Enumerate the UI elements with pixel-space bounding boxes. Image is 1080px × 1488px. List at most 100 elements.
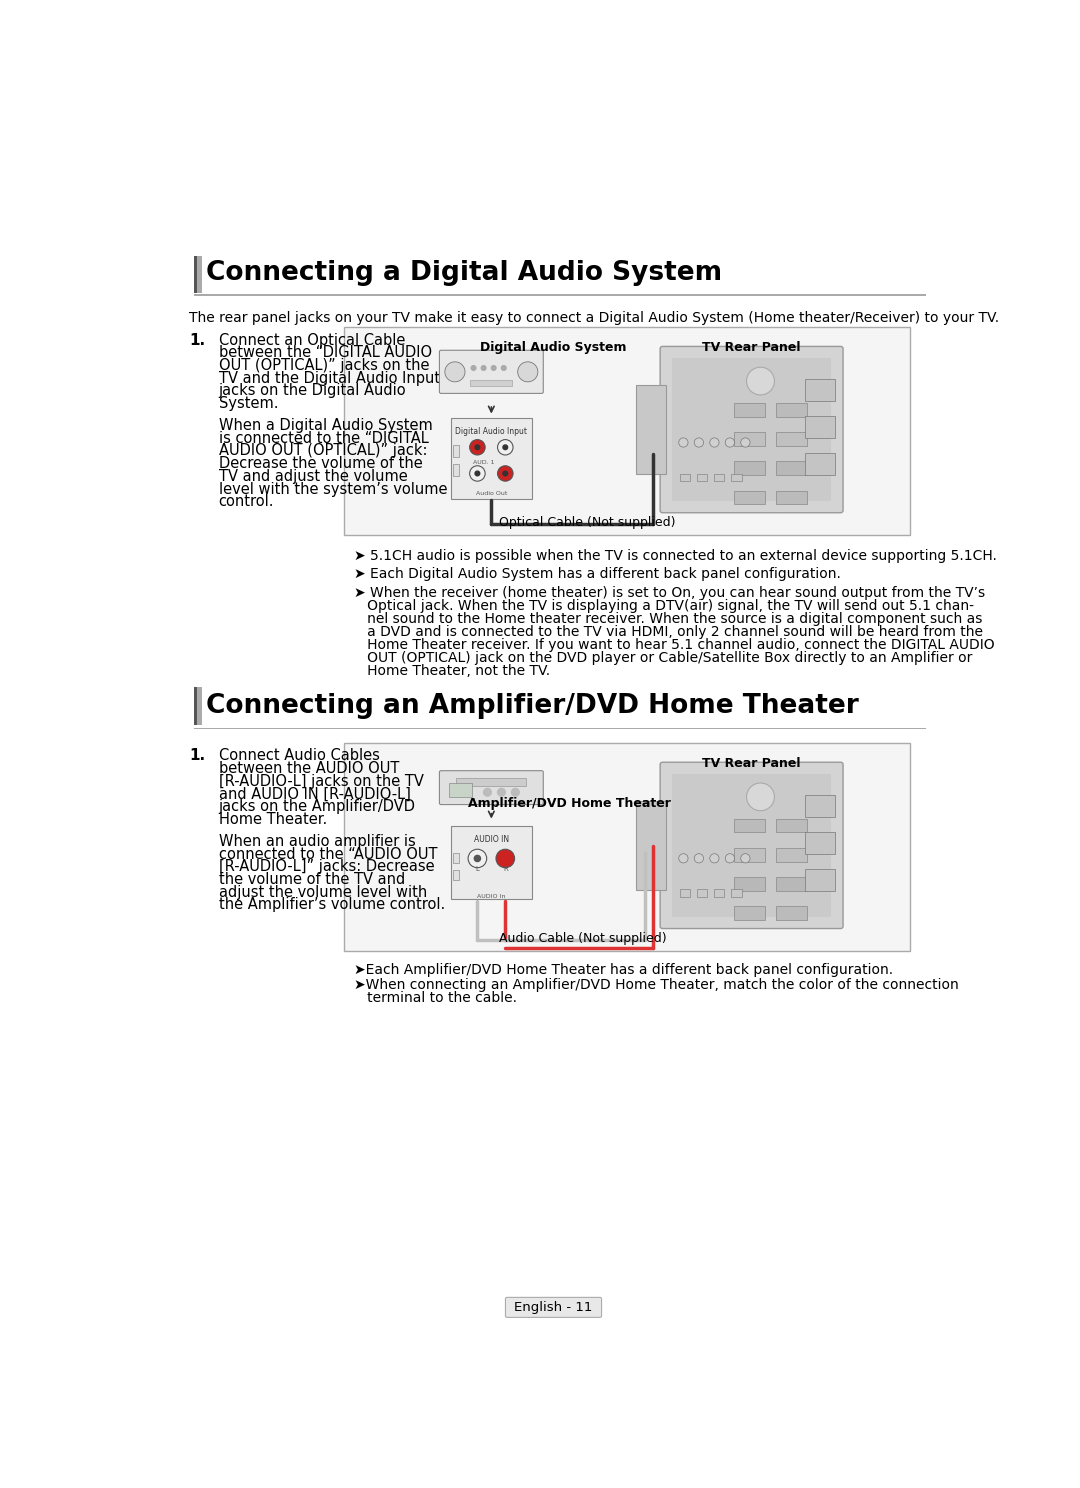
Text: Amplifier/DVD Home Theater: Amplifier/DVD Home Theater <box>468 798 671 809</box>
Text: Connecting an Amplifier/DVD Home Theater: Connecting an Amplifier/DVD Home Theater <box>206 693 859 719</box>
Text: Connect an Optical Cable: Connect an Optical Cable <box>218 332 405 348</box>
Bar <box>453 464 459 476</box>
Bar <box>457 778 526 786</box>
FancyBboxPatch shape <box>660 347 843 513</box>
Bar <box>197 687 202 725</box>
Text: AUDIO OUT (OPTICAL)” jack:: AUDIO OUT (OPTICAL)” jack: <box>218 443 428 458</box>
Bar <box>777 461 808 475</box>
Text: Decrease the volume of the: Decrease the volume of the <box>218 457 422 472</box>
Bar <box>194 687 197 725</box>
Bar <box>450 826 532 899</box>
Bar <box>453 870 459 879</box>
Bar <box>733 432 765 446</box>
Circle shape <box>482 366 486 371</box>
Bar <box>345 743 910 951</box>
Bar <box>805 869 835 891</box>
Text: ➤ When the receiver (home theater) is set to On, you can hear sound output from : ➤ When the receiver (home theater) is se… <box>354 586 985 600</box>
Text: between the AUDIO OUT: between the AUDIO OUT <box>218 760 400 777</box>
Bar <box>672 359 832 501</box>
Circle shape <box>491 366 496 371</box>
Text: TV and the Digital Audio Input: TV and the Digital Audio Input <box>218 371 440 385</box>
Circle shape <box>694 437 703 446</box>
Text: [R-AUDIO-L]” jacks: Decrease: [R-AUDIO-L]” jacks: Decrease <box>218 859 434 875</box>
Text: When a Digital Audio System: When a Digital Audio System <box>218 418 432 433</box>
FancyBboxPatch shape <box>505 1298 602 1317</box>
Circle shape <box>475 472 480 476</box>
Text: ➤ 5.1CH audio is possible when the TV is connected to an external device support: ➤ 5.1CH audio is possible when the TV is… <box>354 549 997 562</box>
Text: The rear panel jacks on your TV make it easy to connect a Digital Audio System (: The rear panel jacks on your TV make it … <box>189 311 999 324</box>
Text: jacks on the Digital Audio: jacks on the Digital Audio <box>218 384 406 399</box>
Text: TV Rear Panel: TV Rear Panel <box>702 757 801 769</box>
Bar <box>805 379 835 400</box>
Bar <box>733 461 765 475</box>
Circle shape <box>746 368 774 394</box>
Bar <box>731 890 742 897</box>
Bar <box>777 906 808 920</box>
Circle shape <box>503 472 508 476</box>
Text: [R-AUDIO-L] jacks on the TV: [R-AUDIO-L] jacks on the TV <box>218 774 423 789</box>
Bar <box>636 385 666 475</box>
Text: between the “DIGITAL AUDIO: between the “DIGITAL AUDIO <box>218 345 432 360</box>
Text: jacks on the Amplifier/DVD: jacks on the Amplifier/DVD <box>218 799 416 814</box>
Circle shape <box>445 362 465 382</box>
Text: TV Rear Panel: TV Rear Panel <box>702 341 801 354</box>
Bar <box>733 403 765 417</box>
Text: ➤ Each Digital Audio System has a different back panel configuration.: ➤ Each Digital Audio System has a differ… <box>354 567 841 582</box>
Bar <box>453 853 459 863</box>
Bar <box>731 473 742 481</box>
Bar <box>697 890 707 897</box>
Bar <box>733 906 765 920</box>
Circle shape <box>694 854 703 863</box>
Text: Connect Audio Cables: Connect Audio Cables <box>218 748 379 763</box>
Bar <box>733 491 765 504</box>
Bar <box>733 848 765 862</box>
Bar <box>679 890 690 897</box>
Bar <box>697 473 707 481</box>
Circle shape <box>471 366 476 371</box>
Text: Home Theater.: Home Theater. <box>218 812 327 827</box>
Text: AUD. 1: AUD. 1 <box>473 460 495 466</box>
Circle shape <box>496 850 514 868</box>
Text: L: L <box>475 866 480 872</box>
Circle shape <box>498 789 505 796</box>
Text: AUDIO IN: AUDIO IN <box>474 835 509 844</box>
Bar <box>777 818 808 832</box>
Text: TV and adjust the volume: TV and adjust the volume <box>218 469 407 484</box>
Text: Audio Out: Audio Out <box>475 491 507 496</box>
Bar <box>733 818 765 832</box>
Circle shape <box>678 437 688 446</box>
Circle shape <box>501 366 507 371</box>
Text: control.: control. <box>218 494 274 509</box>
Text: Optical Cable (Not supplied): Optical Cable (Not supplied) <box>499 516 676 528</box>
Circle shape <box>468 850 487 868</box>
Circle shape <box>502 856 509 862</box>
Circle shape <box>512 789 519 796</box>
Bar <box>714 473 725 481</box>
Text: adjust the volume level with: adjust the volume level with <box>218 885 427 900</box>
Bar <box>777 491 808 504</box>
Bar <box>345 327 910 536</box>
Bar <box>777 876 808 891</box>
Text: AUDIO In: AUDIO In <box>477 894 505 899</box>
Bar <box>448 783 472 798</box>
Bar <box>471 379 512 385</box>
Bar <box>197 256 202 293</box>
Bar <box>714 890 725 897</box>
Bar <box>733 876 765 891</box>
FancyBboxPatch shape <box>660 762 843 929</box>
Circle shape <box>726 854 734 863</box>
Text: level with the system’s volume: level with the system’s volume <box>218 482 447 497</box>
Text: Home Theater, not the TV.: Home Theater, not the TV. <box>354 665 551 679</box>
Text: ➤Each Amplifier/DVD Home Theater has a different back panel configuration.: ➤Each Amplifier/DVD Home Theater has a d… <box>354 963 893 978</box>
Circle shape <box>726 437 734 446</box>
Text: System.: System. <box>218 396 279 411</box>
Text: terminal to the cable.: terminal to the cable. <box>354 991 517 1004</box>
Text: ➤When connecting an Amplifier/DVD Home Theater, match the color of the connectio: ➤When connecting an Amplifier/DVD Home T… <box>354 978 959 992</box>
Circle shape <box>470 439 485 455</box>
Circle shape <box>710 437 719 446</box>
Bar <box>453 445 459 457</box>
Circle shape <box>484 789 491 796</box>
Text: 1.: 1. <box>189 332 205 348</box>
Text: the volume of the TV and: the volume of the TV and <box>218 872 405 887</box>
Circle shape <box>517 362 538 382</box>
